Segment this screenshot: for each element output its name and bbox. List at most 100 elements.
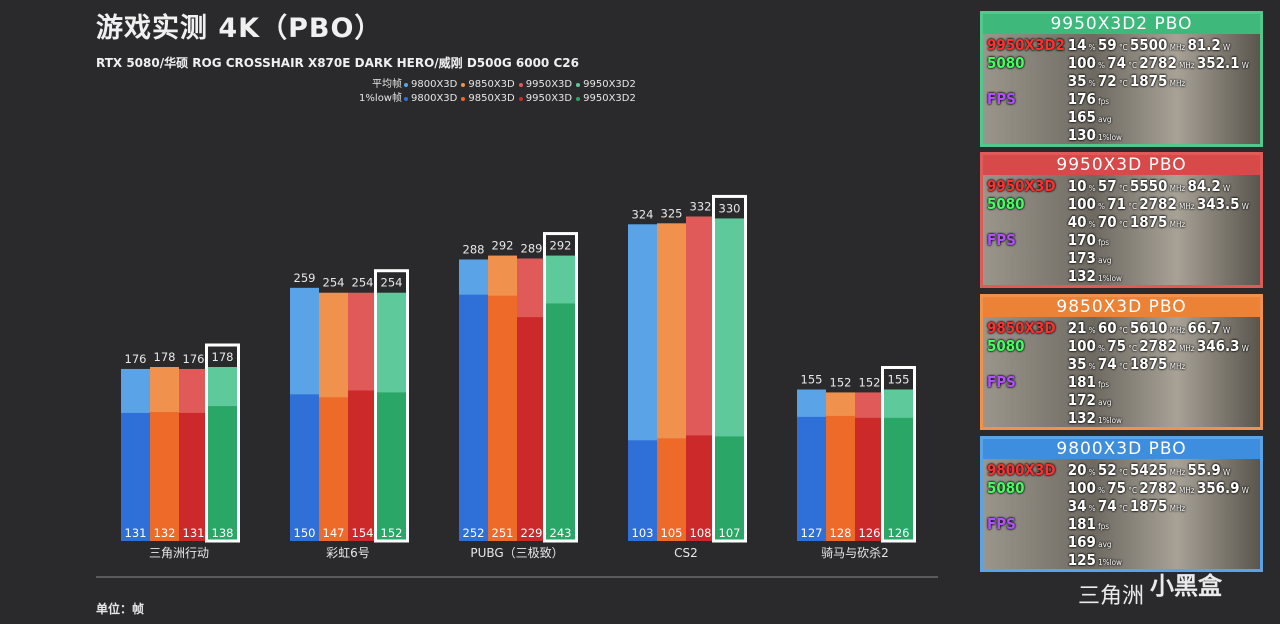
- cpu-line: 9950X3D2 14 % 59 °C 5500 MHz 81.2 W: [987, 36, 1230, 54]
- avg-line: 165 avg: [987, 108, 1112, 126]
- avg-value-label: 292: [550, 239, 572, 253]
- gpu-clock: 2782: [1139, 195, 1177, 213]
- legend: 平均帧 9800X3D 9850X3D 9950X3D 9950X3D2 1%l…: [352, 78, 640, 106]
- unit-celsius: °C: [1126, 202, 1140, 211]
- legend-item: 9800X3D: [404, 92, 457, 106]
- unit-mhz: MHz: [1176, 61, 1197, 70]
- avg-value-label: 289: [521, 242, 543, 256]
- unit-watt: W: [1220, 326, 1231, 335]
- cpu-clock: 5550: [1129, 177, 1168, 195]
- gpu-temp: 74: [1107, 54, 1127, 72]
- legend-dot: [404, 83, 408, 87]
- unit-percent: %: [1095, 344, 1108, 353]
- unit-mhz: MHz: [1176, 344, 1197, 353]
- unit-mhz: MHz: [1167, 362, 1186, 371]
- cpu-power: 55.9: [1187, 461, 1221, 479]
- gpu-label: 5080: [987, 337, 1025, 355]
- legend-row-low: 1%low帧 9800X3D 9850X3D 9950X3D 9950X3D2: [352, 92, 640, 106]
- cpu-line: 9950X3D 10 % 57 °C 5550 MHz 84.2 W: [987, 177, 1230, 195]
- legend-dot: [576, 83, 581, 87]
- low-bar: [150, 411, 179, 541]
- gpu-power: 352.1: [1196, 54, 1240, 72]
- low-value-label: 105: [661, 526, 683, 540]
- low-value-label: 229: [521, 526, 543, 540]
- cpu-usage: 21: [1067, 319, 1087, 337]
- mem-line: 35 % 74 °C 1875 MHz: [987, 355, 1185, 373]
- highlight-frame: [205, 343, 240, 543]
- cpu-usage: 10: [1067, 177, 1087, 195]
- unit-percent: %: [1086, 504, 1098, 513]
- low-bar: [884, 417, 913, 541]
- low-value-label: 127: [801, 526, 823, 540]
- gpu-temp: 75: [1107, 337, 1127, 355]
- unit-celsius: °C: [1126, 486, 1140, 495]
- unit-celsius: °C: [1116, 79, 1130, 88]
- gpu-power: 343.5: [1196, 195, 1240, 213]
- cpu-label: 9950X3D: [987, 177, 1056, 195]
- avg-value-label: 254: [352, 276, 374, 290]
- mem-usage: 35: [1067, 355, 1087, 373]
- avg-value-label: 325: [661, 206, 683, 220]
- unit-watt: W: [1239, 344, 1249, 353]
- legend-text: 9850X3D: [468, 93, 515, 104]
- cpu-label: 9850X3D: [987, 319, 1056, 337]
- avg-value-label: 178: [154, 350, 176, 364]
- low-value: 130: [1067, 126, 1096, 144]
- fps-label: FPS: [987, 231, 1016, 249]
- low-value-label: 138: [212, 526, 234, 540]
- low-bar: [826, 415, 855, 541]
- low-value-label: 107: [719, 526, 741, 540]
- gpu-label: 5080: [987, 54, 1025, 72]
- osd-panel-9800x3d: 9800X3D PBO 9800X3D 20 % 52 °C 5425 MHz …: [980, 436, 1263, 572]
- avg-line: 169 avg: [987, 533, 1112, 551]
- legend-text: 9800X3D: [411, 93, 458, 104]
- low-value: 132: [1067, 267, 1096, 285]
- cpu-power: 84.2: [1187, 177, 1221, 195]
- legend-dot: [518, 97, 523, 101]
- gpu-usage: 100: [1067, 195, 1096, 213]
- unit-watt: W: [1220, 468, 1231, 477]
- unit-mhz: MHz: [1167, 220, 1186, 229]
- panel-body: 9850X3D 21 % 60 °C 5610 MHz 66.7 W 5080 …: [983, 317, 1260, 427]
- cpu-clock: 5610: [1129, 319, 1168, 337]
- low-value-label: 132: [154, 526, 176, 540]
- avg-value: 165: [1067, 108, 1096, 126]
- unit-percent: %: [1095, 202, 1108, 211]
- avg-value-label: 324: [632, 207, 654, 221]
- fps-line: FPS 181 fps: [987, 373, 1109, 391]
- unit-percent: %: [1095, 486, 1108, 495]
- low-bar: [121, 412, 150, 541]
- gpu-line: 5080 100 % 75 °C 2782 MHz 346.3 W: [987, 337, 1249, 355]
- cpu-temp: 57: [1097, 177, 1117, 195]
- unit-fps: fps: [1095, 238, 1110, 247]
- avg-value-label: 259: [294, 271, 316, 285]
- avg-value-label: 176: [125, 352, 147, 366]
- fps-line: FPS 170 fps: [987, 231, 1109, 249]
- unit-mhz: MHz: [1167, 184, 1188, 193]
- panel-header: 9950X3D2 PBO: [983, 14, 1260, 34]
- unit-celsius: °C: [1116, 504, 1130, 513]
- watermark-text: 三角洲: [1078, 584, 1145, 609]
- unit-celsius: °C: [1126, 344, 1140, 353]
- cpu-power: 81.2: [1187, 36, 1221, 54]
- cpu-label: 9950X3D2: [987, 36, 1065, 54]
- unit-watt: W: [1239, 61, 1249, 70]
- low-bar: [517, 317, 546, 541]
- low-value: 132: [1067, 409, 1096, 427]
- unit-mhz: MHz: [1176, 486, 1197, 495]
- unit-fps: fps: [1095, 380, 1110, 389]
- gpu-temp: 71: [1107, 195, 1127, 213]
- fps-value: 170: [1067, 231, 1096, 249]
- low-bar: [797, 416, 826, 541]
- legend-item: 9850X3D: [461, 92, 515, 106]
- unit-label: 单位：帧: [96, 602, 145, 616]
- cpu-usage: 14: [1067, 36, 1087, 54]
- gpu-usage: 100: [1067, 54, 1096, 72]
- mem-line: 35 % 72 °C 1875 MHz: [987, 72, 1185, 90]
- low-value-label: 154: [352, 526, 374, 540]
- fps-value: 176: [1067, 90, 1096, 108]
- mem-temp: 74: [1097, 355, 1117, 373]
- unit-mhz: MHz: [1167, 79, 1186, 88]
- unit-avg: avg: [1095, 540, 1112, 549]
- legend-text: 9950X3D: [525, 79, 573, 90]
